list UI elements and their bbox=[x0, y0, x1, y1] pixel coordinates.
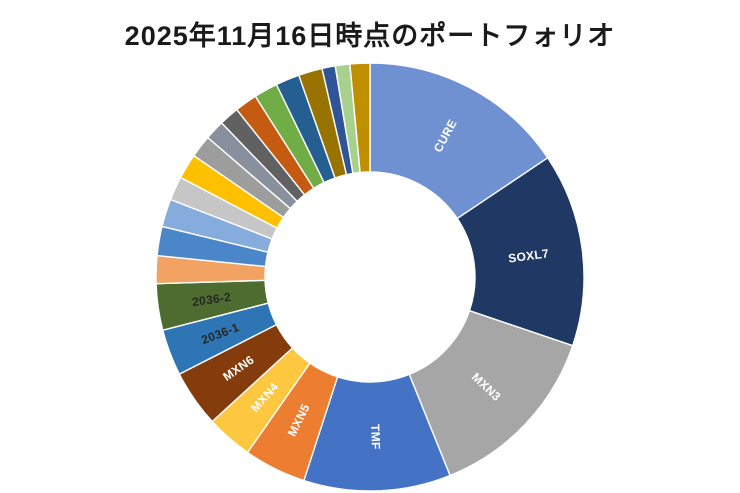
slice-label-soxl7: SOXL7 bbox=[507, 246, 549, 265]
pie-slice-mxn3 bbox=[408, 310, 574, 477]
slice-label-2036-2: 2036-2 bbox=[191, 290, 232, 309]
pie-slice-unlabeled-23 bbox=[349, 62, 371, 174]
pie-slice-soxl7 bbox=[456, 157, 585, 347]
chart-title: 2025年11月16日時点のポートフォリオ bbox=[124, 21, 616, 51]
pie-slice-cure bbox=[369, 62, 549, 220]
slice-label-tmf: TMF bbox=[368, 424, 383, 450]
